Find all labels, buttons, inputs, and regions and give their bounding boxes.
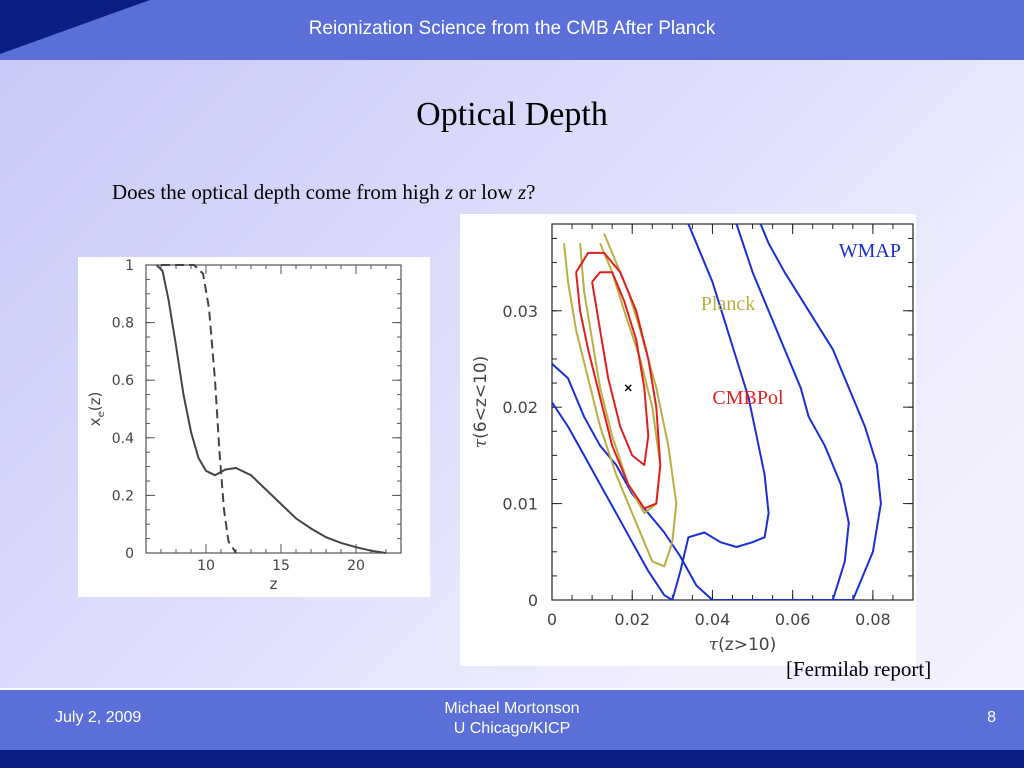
y-axis-label-main: x: [86, 417, 104, 426]
y-tick-label: 0.03: [502, 302, 538, 321]
x-tick-label: 0.06: [775, 610, 811, 629]
y-tick-label: 0.6: [112, 373, 134, 389]
fiducial-marker: [624, 384, 632, 392]
header-bar: [0, 0, 1024, 60]
footer-divider: [0, 688, 1024, 690]
x-tick-label: 0: [547, 610, 557, 629]
wmap-contour: [552, 401, 673, 600]
x-tick-label: 15: [272, 558, 290, 574]
y-tick-label: 1: [125, 258, 134, 274]
solid-curve: [155, 264, 387, 554]
y-tick-label: 0.4: [112, 431, 134, 447]
question-text-pre: Does the optical depth come from high: [112, 180, 445, 204]
footer-author-name: Michael Mortonson: [444, 700, 580, 717]
y-tick-label: 0.01: [502, 495, 538, 514]
footer-author-affiliation: U Chicago/KICP: [453, 720, 571, 737]
x-tick-label: 0.08: [855, 610, 891, 629]
slide-question: Does the optical depth come from high z …: [112, 180, 535, 205]
x-tick-label: 0.04: [695, 610, 731, 629]
question-text-mid: or low: [453, 180, 518, 204]
question-z-low: z: [517, 180, 527, 204]
footer-date: July 2, 2009: [55, 709, 142, 726]
ionization-history-svg: 10 15 20 0 0.2 0.4 0.6 0.8 1 z xe(z): [86, 258, 402, 593]
wmap-contour: [671, 224, 770, 600]
wmap-legend-label: WMAP: [839, 240, 901, 262]
plot-frame: [145, 264, 402, 554]
planck-contour: [579, 242, 662, 515]
y-axis-label-range: (6<z<10): [471, 356, 491, 439]
y-tick-label: 0: [125, 546, 134, 562]
x-axis-label-range: (z>10): [718, 635, 776, 655]
planck-legend-label: Planck: [701, 293, 755, 315]
y-tick-label: 0.2: [112, 488, 134, 504]
optical-depth-contour-chart: 0 0.02 0.04 0.06 0.08 0 0.01 0.02 0.03 τ(z>10) τ(6…: [460, 214, 916, 666]
x-axis-label: τ(z>10): [709, 635, 776, 655]
planck-contour: [563, 233, 678, 568]
x-tick-label: 10: [197, 558, 215, 574]
y-tick-label: 0.8: [112, 316, 134, 332]
x-axis-label: z: [270, 575, 278, 593]
x-tick-label: 0.02: [614, 610, 650, 629]
page-number: 8: [987, 709, 996, 726]
cmbpol-legend-label: CMBPol: [712, 387, 784, 409]
ionization-history-chart: 10 15 20 0 0.2 0.4 0.6 0.8 1 z xe(z): [78, 257, 430, 597]
y-axis-label-tau: τ: [471, 438, 491, 448]
footer-author: Michael Mortonson U Chicago/KICP: [0, 699, 1024, 739]
question-text-post: ?: [526, 180, 536, 204]
wmap-contour: [552, 224, 882, 600]
y-axis-label: xe(z): [86, 392, 107, 427]
reference-citation: [Fermilab report]: [786, 657, 932, 681]
optical-depth-contour-svg: 0 0.02 0.04 0.06 0.0800.010.020.03τ(z>10)τ(6…: [471, 223, 914, 655]
footer: July 2, 2009 Michael Mortonson U Chicago…: [0, 690, 1024, 750]
contour-group: [552, 224, 882, 600]
cmbpol-contour: [591, 271, 650, 466]
slide-title: Optical Depth: [416, 96, 608, 133]
y-axis-label: τ(6<z<10): [471, 356, 491, 449]
y-axis-label-subscript: e: [96, 411, 107, 417]
x-tick-label: 20: [347, 558, 365, 574]
y-tick-label: 0.02: [502, 398, 538, 417]
dashed-curve: [161, 264, 237, 554]
footer-band: [0, 750, 1024, 768]
presentation-title: Reionization Science from the CMB After …: [308, 18, 716, 39]
question-z-high: z: [445, 180, 454, 204]
cmbpol-contour: [575, 251, 662, 510]
y-axis-label-suffix: (z): [86, 392, 104, 412]
x-axis-label-tau: τ: [709, 635, 719, 655]
wmap-contour: [735, 224, 850, 600]
y-tick-label: 0: [528, 591, 538, 610]
